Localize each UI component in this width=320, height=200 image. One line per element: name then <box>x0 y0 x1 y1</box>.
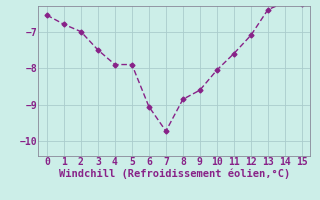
X-axis label: Windchill (Refroidissement éolien,°C): Windchill (Refroidissement éolien,°C) <box>59 169 290 179</box>
